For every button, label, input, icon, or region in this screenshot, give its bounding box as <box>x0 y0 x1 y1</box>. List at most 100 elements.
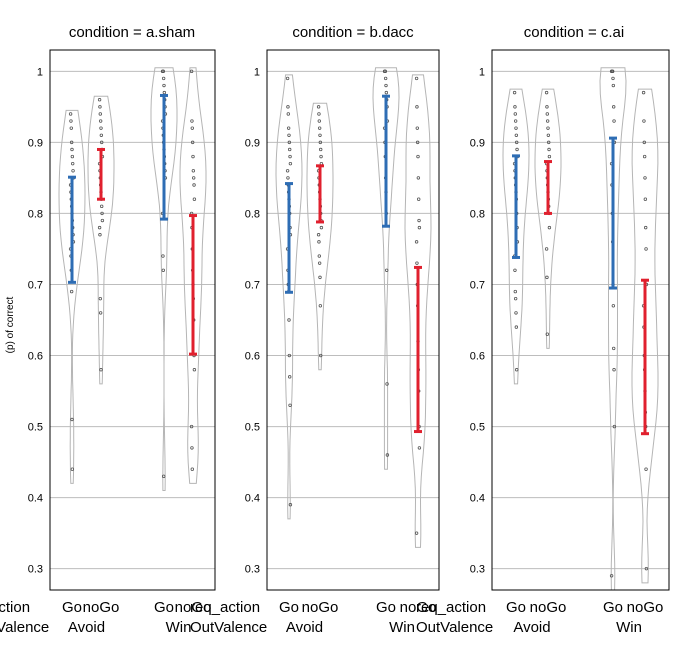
x-tick-label-action: Go <box>506 599 526 616</box>
data-point <box>545 119 550 123</box>
data-point <box>317 112 321 116</box>
data-point <box>416 176 421 180</box>
data-point <box>189 424 194 429</box>
data-point <box>319 353 323 358</box>
data-point <box>544 90 549 95</box>
data-point <box>191 154 195 159</box>
data-point <box>288 147 292 152</box>
data-point <box>190 140 195 145</box>
data-point <box>611 76 615 81</box>
data-point <box>316 105 321 109</box>
data-point <box>161 268 165 272</box>
x-group-label: OutValence <box>190 619 267 636</box>
data-point <box>285 169 290 173</box>
x-tick-label-action: noGo <box>627 599 664 616</box>
y-tick-label: 0.6 <box>470 351 485 363</box>
x-tick-label-valence: Avoid <box>286 619 323 636</box>
data-point <box>318 275 322 280</box>
violin-shape <box>179 67 207 484</box>
data-point <box>319 225 324 230</box>
data-point <box>69 119 73 123</box>
data-point <box>414 240 419 244</box>
data-point <box>415 140 420 145</box>
plot-frame <box>266 49 440 591</box>
y-tick-label: 0.6 <box>245 351 260 363</box>
data-point <box>191 169 196 173</box>
data-point <box>70 161 75 166</box>
data-point <box>317 240 321 244</box>
x-tick-label-valence: Win <box>166 619 192 636</box>
data-point <box>514 126 518 130</box>
data-point <box>317 261 322 265</box>
data-point <box>286 176 290 180</box>
data-point <box>161 69 165 74</box>
data-point <box>513 105 517 109</box>
data-point <box>612 346 616 351</box>
data-point <box>416 154 420 159</box>
data-point <box>644 225 648 230</box>
data-point <box>414 531 419 535</box>
data-point <box>642 140 646 145</box>
x-tick-label-action: noGo <box>530 599 567 616</box>
data-point <box>546 133 551 137</box>
data-point <box>98 119 103 123</box>
data-point <box>162 83 166 88</box>
x-tick-label-action: Go <box>603 599 623 616</box>
data-point <box>161 76 166 81</box>
data-point <box>288 161 293 166</box>
data-point <box>513 119 518 123</box>
y-tick-label: 1 <box>254 66 260 78</box>
y-tick-label: 0.9 <box>245 137 260 149</box>
data-point <box>287 133 291 137</box>
data-point <box>417 218 421 223</box>
y-tick-label: 0.8 <box>245 208 260 220</box>
y-tick-label: 0.3 <box>245 564 260 576</box>
data-point <box>189 69 194 74</box>
data-point <box>611 304 616 308</box>
data-point <box>287 318 291 322</box>
data-point <box>415 105 419 109</box>
data-point <box>70 154 75 159</box>
x-group-label: OutValence <box>416 619 493 636</box>
violin-shape <box>502 88 530 385</box>
data-point <box>192 368 197 372</box>
data-point <box>99 140 104 145</box>
x-tick-label-action: noGo <box>400 599 437 616</box>
data-point <box>385 453 390 457</box>
data-point <box>97 98 102 102</box>
data-point <box>515 140 519 145</box>
data-point <box>190 119 194 123</box>
y-tick-label: 0.8 <box>470 208 485 220</box>
panel-title: condition = c.ai <box>524 24 624 41</box>
y-tick-label: 1 <box>37 66 43 78</box>
data-point <box>192 197 197 201</box>
data-point <box>161 254 165 258</box>
data-point <box>547 154 552 159</box>
data-point <box>286 126 291 130</box>
data-point <box>69 140 74 145</box>
data-point <box>97 225 102 230</box>
data-point <box>641 90 646 95</box>
data-point <box>70 147 74 152</box>
data-point <box>547 147 551 152</box>
y-tick-label: 0.7 <box>28 279 43 291</box>
y-tick-label: 0.8 <box>28 208 43 220</box>
data-point <box>514 311 518 315</box>
data-point <box>642 154 647 159</box>
data-point <box>611 83 616 88</box>
data-point <box>98 296 102 301</box>
data-point <box>288 403 292 407</box>
data-point <box>318 133 322 137</box>
x-tick-label-action: Go <box>376 599 396 616</box>
data-point <box>98 233 102 237</box>
data-point <box>71 169 75 173</box>
data-point <box>100 218 105 223</box>
data-point <box>383 76 388 81</box>
data-point <box>415 126 419 130</box>
violin-shape <box>275 74 303 520</box>
data-point <box>644 247 648 251</box>
x-category-label: req_action <box>416 599 486 616</box>
data-point <box>513 289 517 294</box>
y-tick-label: 0.7 <box>470 279 485 291</box>
data-point <box>514 133 519 137</box>
